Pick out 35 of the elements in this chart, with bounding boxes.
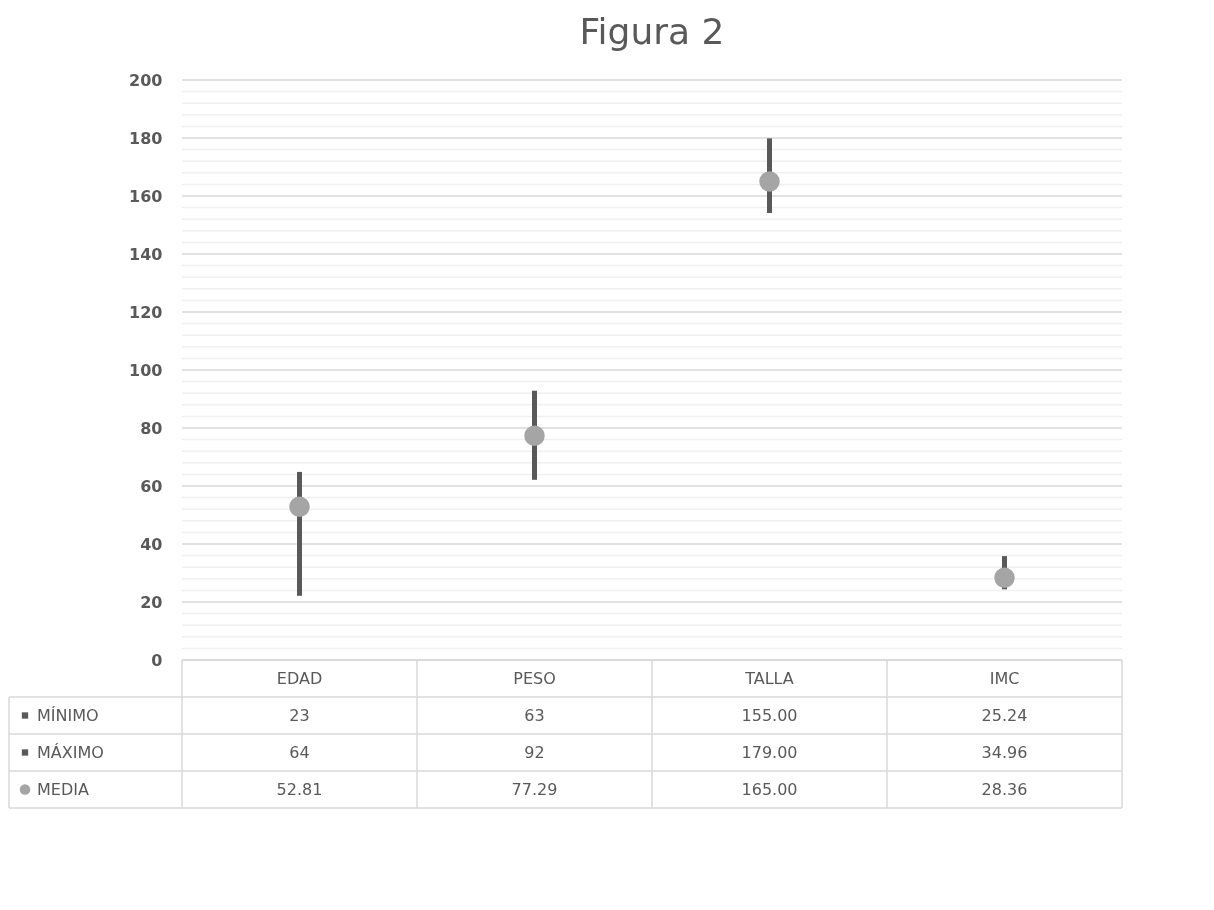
y-tick-label: 80 <box>140 418 163 438</box>
point <box>759 171 780 192</box>
x-tick-label: IMC <box>989 668 1020 688</box>
y-tick-label: 100 <box>129 360 163 380</box>
chart-title: Figura 2 <box>579 11 725 52</box>
data-label: 165.00 <box>741 779 798 799</box>
y-tick-label: 120 <box>129 302 163 322</box>
y-tick-label: 180 <box>129 128 163 148</box>
x-tick-label: PESO <box>513 668 556 688</box>
data-label: 23 <box>289 705 310 725</box>
data-label: 77.29 <box>511 779 558 799</box>
y-tick-label: 160 <box>129 186 163 206</box>
point <box>524 425 545 447</box>
y-tick-label: 200 <box>129 70 163 90</box>
x-tick-label: TALLA <box>744 668 794 688</box>
legend-label: MEDIA <box>37 779 89 799</box>
data-label: 64 <box>289 742 310 762</box>
legend-label: MÁXIMO <box>37 742 104 762</box>
data-label: 92 <box>524 742 545 762</box>
point <box>994 567 1015 588</box>
data-label: 28.36 <box>981 779 1028 799</box>
data-label: 52.81 <box>276 779 323 799</box>
y-tick-label: 140 <box>129 244 163 264</box>
y-tick-label: 0 <box>151 650 163 670</box>
data-label: 155.00 <box>741 705 798 725</box>
legend-label: MÍNIMO <box>37 705 99 725</box>
data-label: 34.96 <box>981 742 1028 762</box>
data-label: 179.00 <box>741 742 798 762</box>
y-tick-label: 40 <box>140 534 163 554</box>
data-label: 63 <box>524 705 545 725</box>
y-tick-label: 60 <box>140 476 163 496</box>
x-tick-label: EDAD <box>276 668 323 688</box>
point <box>289 496 310 518</box>
data-label: 25.24 <box>981 705 1028 725</box>
y-tick-label: 20 <box>140 592 163 612</box>
